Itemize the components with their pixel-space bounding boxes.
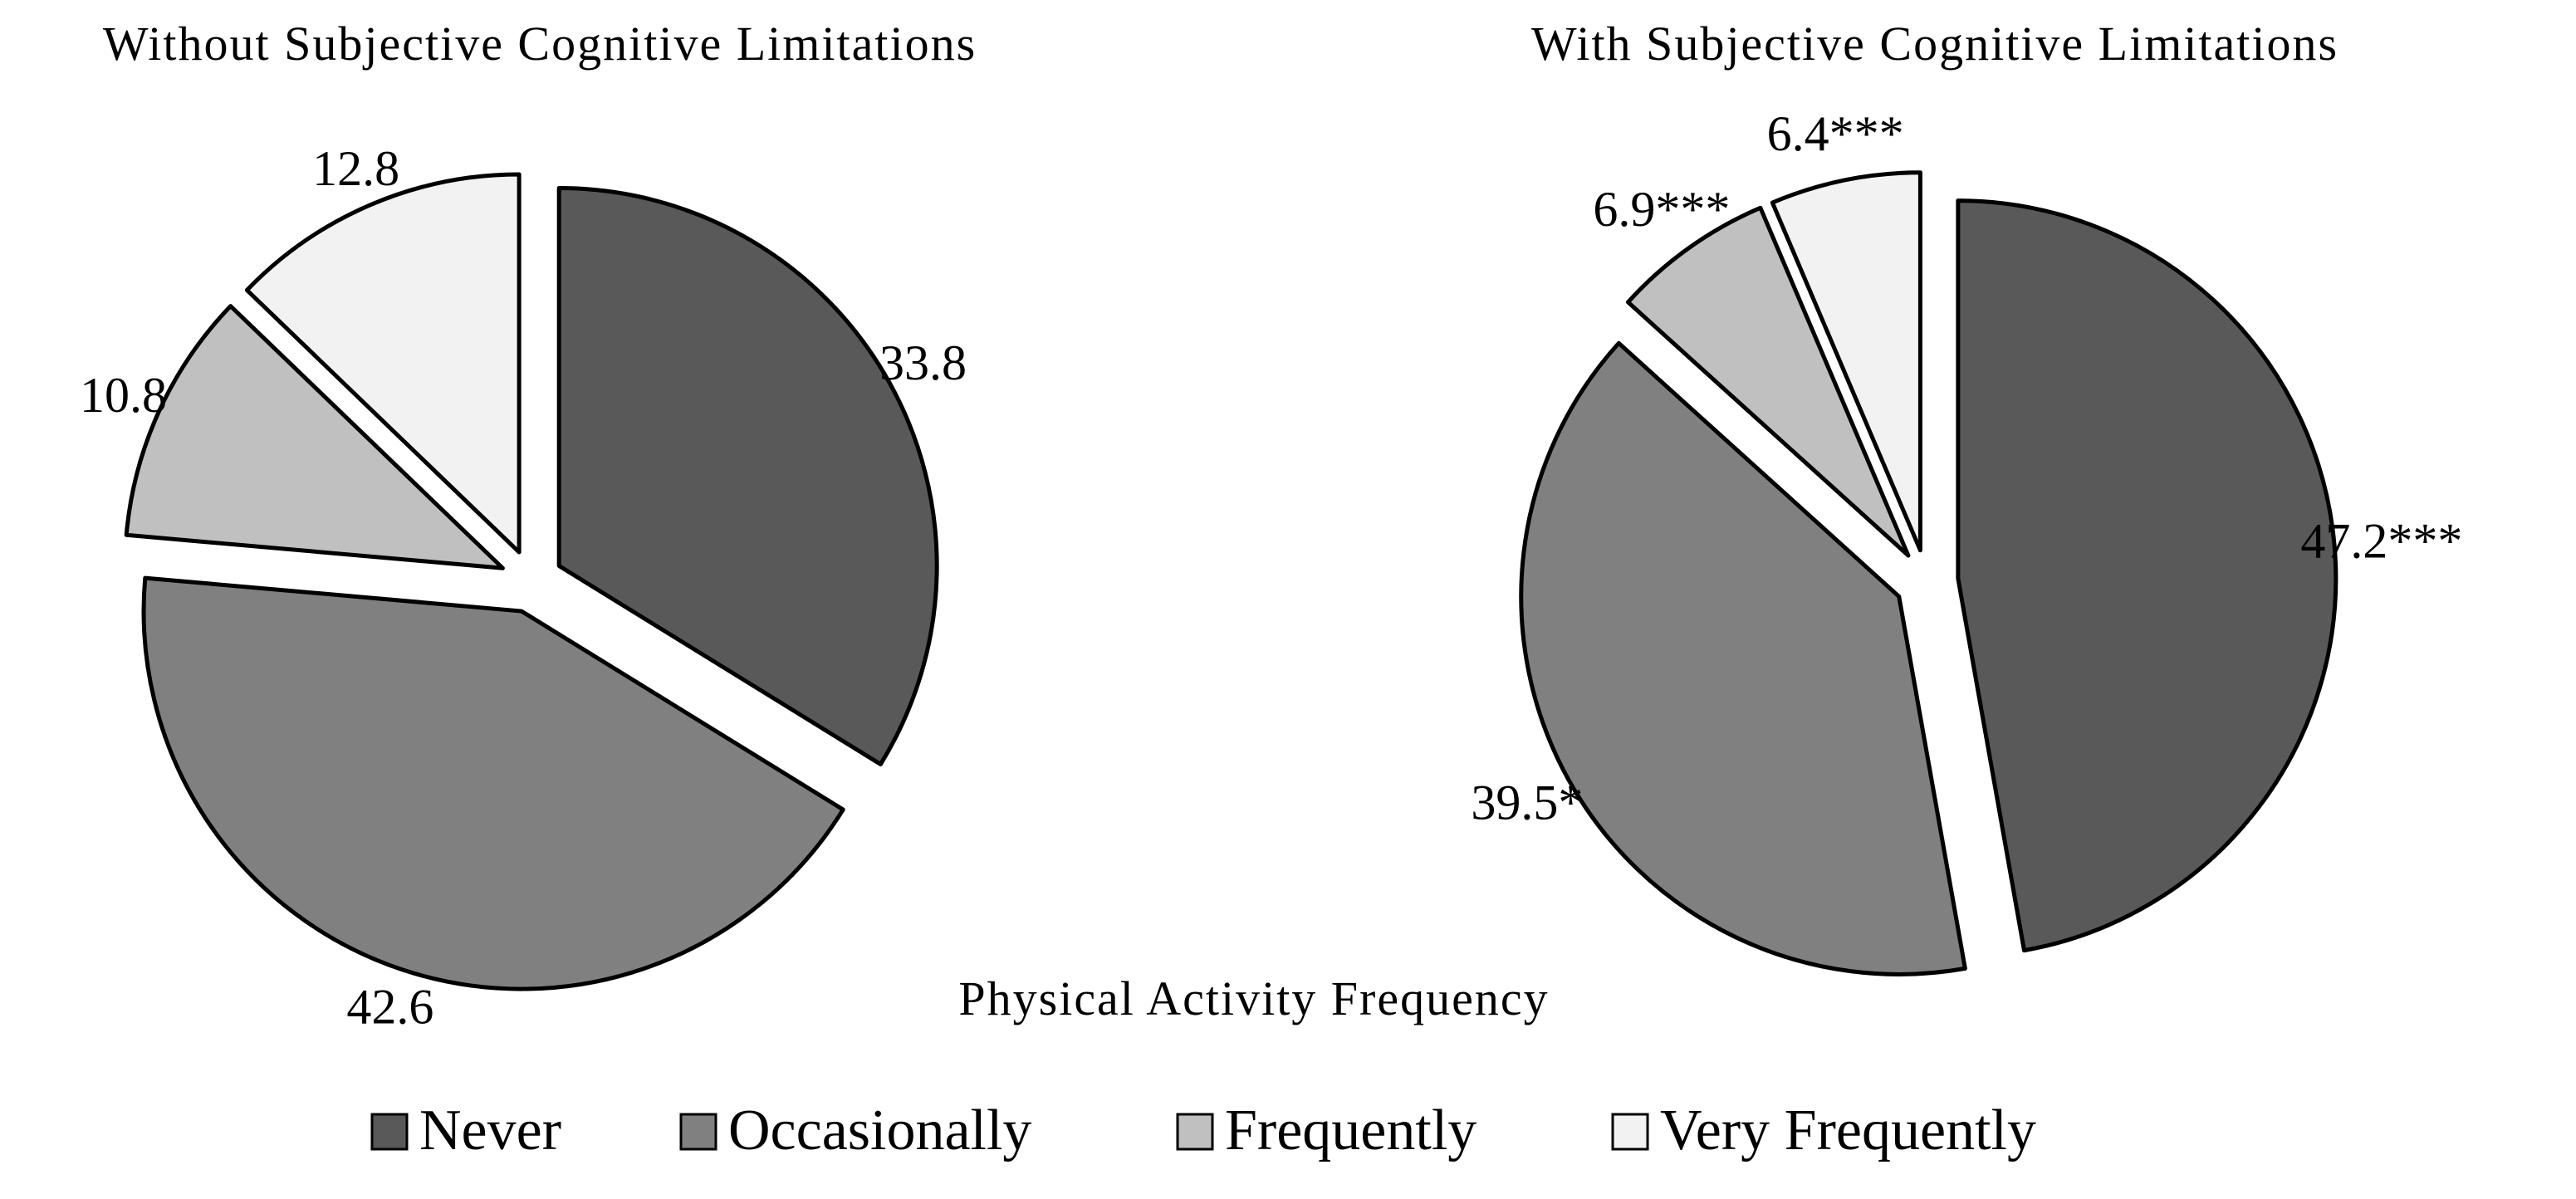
- pie-left-slice-frequently: [124, 304, 505, 570]
- legend: Never Occasionally Frequently Very Frequ…: [370, 1099, 2036, 1162]
- x-axis-label: Physical Activity Frequency: [958, 971, 1549, 1025]
- pie-left-data-label-occasionally: 42.6: [346, 980, 433, 1035]
- pie-right-data-label-never: 47.2***: [2300, 514, 2462, 569]
- pie-right-slice-frequently: [1625, 205, 1911, 558]
- pie-right-data-label-occasionally: 39.5*: [1471, 775, 1583, 830]
- legend-label-never: Never: [419, 1099, 561, 1162]
- pie-title-left: Without Subjective Cognitive Limitations: [103, 17, 977, 71]
- pie-left-data-label-very-frequently: 12.8: [312, 141, 399, 196]
- pie-right-data-label-very-frequently: 6.4***: [1767, 106, 1904, 161]
- legend-swatch-occasionally: [679, 1113, 717, 1151]
- pie-right-data-label-frequently: 6.9***: [1593, 182, 1730, 237]
- pie-left-data-label-frequently: 10.8: [80, 368, 167, 423]
- legend-swatch-frequently: [1176, 1113, 1214, 1151]
- legend-label-occasionally: Occasionally: [728, 1099, 1031, 1162]
- pie-title-right: With Subjective Cognitive Limitations: [1531, 17, 2338, 71]
- pie-left-slice-never: [556, 185, 939, 766]
- pie-left-data-label-never: 33.8: [879, 335, 967, 390]
- pie-left-slice-occasionally: [141, 575, 845, 991]
- pie-right-slice-never: [1956, 198, 2338, 953]
- legend-swatch-never: [370, 1113, 409, 1151]
- pie-right-slice-occasionally: [1519, 340, 1967, 976]
- legend-label-very-frequently: Very Frequently: [1660, 1099, 2036, 1162]
- legend-swatch-very-frequently: [1611, 1113, 1649, 1151]
- legend-label-frequently: Frequently: [1225, 1099, 1477, 1162]
- pie-right-slice-very-frequently: [1770, 170, 1922, 553]
- pie-left-slice-very-frequently: [244, 172, 522, 555]
